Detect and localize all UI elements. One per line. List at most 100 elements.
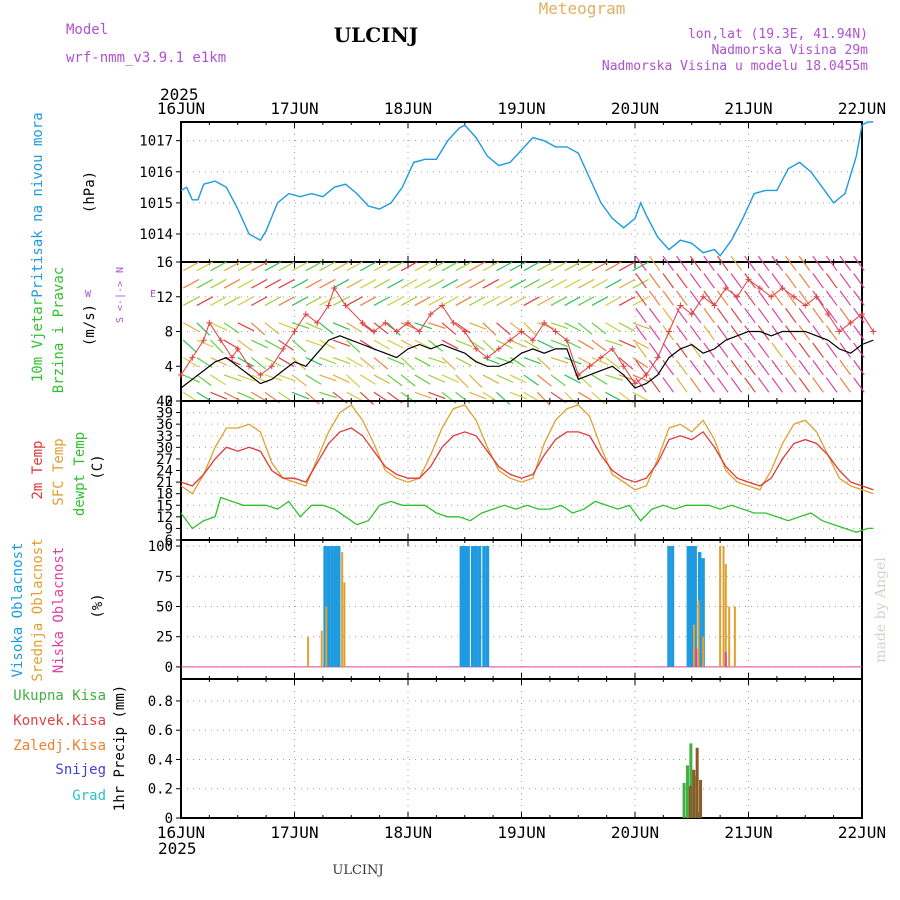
wind-barb <box>798 377 811 393</box>
wind-barb <box>400 296 418 306</box>
wind-barb <box>635 342 647 358</box>
date-bottom-label: 20JUN <box>611 823 659 842</box>
cloud-bar <box>697 552 702 667</box>
wind-barb <box>744 360 756 376</box>
date-bottom-label: 19JUN <box>497 823 545 842</box>
wind-barb <box>319 261 336 272</box>
wind-barb <box>591 278 608 289</box>
wind-barb <box>537 278 554 289</box>
wind-barb <box>182 261 200 272</box>
wind-barb <box>223 278 241 289</box>
model-name: wrf-nmm_v3.9.1 e1km <box>66 50 226 66</box>
temp-unit: (C) <box>90 454 106 479</box>
gust-marker <box>342 302 349 309</box>
wind-barb <box>757 360 770 376</box>
gust-marker <box>722 285 729 292</box>
gust-marker <box>643 371 650 378</box>
wind-barb <box>400 374 416 387</box>
wind-barb <box>468 374 483 389</box>
wind-barb <box>537 322 555 330</box>
wind-barb <box>785 255 797 272</box>
wind-barb <box>414 261 431 272</box>
wind-barb <box>251 339 268 349</box>
pressure-panel: 1014 1015 1016 1017 <box>139 121 874 263</box>
wind-barb <box>689 360 702 376</box>
wind-barb <box>414 357 431 367</box>
wind-barb <box>839 290 852 306</box>
cloud-bar <box>343 582 346 667</box>
gust-marker <box>768 293 775 300</box>
wind-barb <box>237 278 254 289</box>
wind-barb <box>635 290 647 306</box>
wind-barb <box>496 322 511 335</box>
wind-barb <box>250 322 266 336</box>
wind-barb <box>291 278 309 289</box>
gust-marker <box>609 345 616 352</box>
wind-barb <box>618 374 637 382</box>
wind-barb <box>605 339 623 347</box>
footer-station: ULCINJ <box>332 863 383 878</box>
wind-barb <box>853 377 865 393</box>
wind-barb <box>676 325 688 341</box>
wind-barb <box>825 360 838 376</box>
wind-barb <box>251 374 268 384</box>
wind-barb <box>591 296 608 306</box>
cloud-bar <box>702 636 705 667</box>
wind-barb <box>305 278 322 289</box>
wind-barb <box>373 261 391 272</box>
date-top-label: 20JUN <box>611 99 659 118</box>
wind-barb <box>496 296 513 306</box>
wind-barb <box>509 261 527 272</box>
gust-marker <box>813 293 820 300</box>
wind-barb <box>509 278 527 289</box>
wind-barb <box>264 339 282 350</box>
temp2m-line <box>180 427 874 491</box>
wind-barb <box>744 307 756 324</box>
wind-barb <box>550 374 566 387</box>
wind-barb <box>730 307 743 324</box>
y-tick-label: 100 <box>148 539 173 555</box>
wind-barb <box>523 356 541 365</box>
wind-barb <box>264 278 282 289</box>
gust-marker <box>416 328 423 335</box>
wind-barb <box>509 296 527 306</box>
wind-barb <box>319 374 337 382</box>
wind-barb <box>441 339 459 350</box>
wind-barb <box>291 261 309 272</box>
wind-barb <box>250 357 266 370</box>
wind-barb <box>332 374 350 384</box>
precip-panel: 0 0.2 0.4 0.6 0.8 <box>148 678 863 827</box>
wind-barb <box>635 255 647 272</box>
wind-barb <box>223 391 241 402</box>
date-top-label: 18JUN <box>384 99 432 118</box>
gust-marker <box>756 285 763 292</box>
wind-barb <box>469 322 487 330</box>
wind-barb <box>414 278 431 289</box>
y-tick-label: 1016 <box>139 165 173 181</box>
wind-barb <box>455 296 472 306</box>
wind-barb <box>332 356 351 365</box>
gust-marker <box>280 345 287 352</box>
wind-barb <box>346 374 361 388</box>
wind-barb <box>771 290 784 306</box>
cloud-bar <box>724 652 727 667</box>
wind-barb <box>716 325 729 341</box>
wind-barb <box>482 278 499 289</box>
gust-marker <box>586 363 593 370</box>
cloud-bar <box>477 546 482 667</box>
wind-barb <box>744 325 756 341</box>
cloud-bar <box>337 546 341 667</box>
wind-barb <box>359 357 375 370</box>
wind-barb <box>455 322 471 334</box>
wind-barb <box>210 391 228 400</box>
wind-barb <box>812 307 824 324</box>
wind-barb <box>182 357 199 368</box>
wind-barb <box>812 273 824 289</box>
gust-marker <box>257 371 264 378</box>
wind-barb <box>223 374 242 382</box>
y-tick-label: 0.4 <box>148 752 173 768</box>
wind-barb <box>564 261 581 272</box>
gust-marker <box>518 328 525 335</box>
cloud-bar <box>728 606 731 667</box>
wind-barb <box>360 278 377 289</box>
